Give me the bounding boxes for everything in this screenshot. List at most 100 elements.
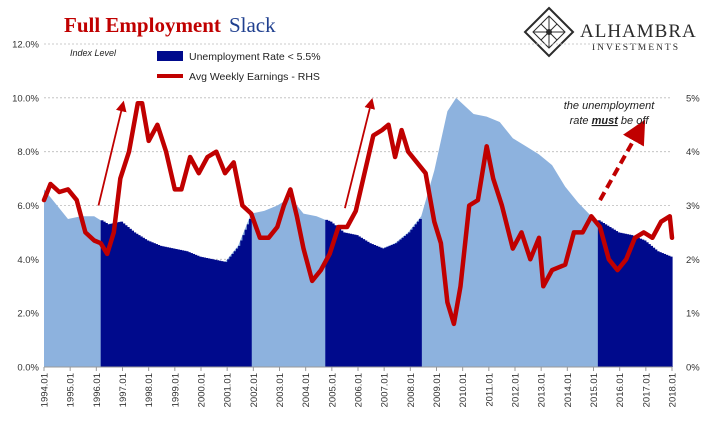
unemployment-bar-below-threshold (397, 241, 401, 367)
y-left-tick-label: 8.0% (17, 147, 39, 158)
unemployment-bar-below-threshold (174, 249, 178, 367)
y-right-tick-label: 4% (686, 147, 700, 158)
dashed-trend-arrow (598, 119, 646, 202)
x-tick-label: 1999.01 (170, 373, 181, 407)
unemployment-bar-below-threshold (224, 262, 228, 367)
unemployment-bar-below-threshold (107, 224, 111, 367)
unemployment-bar-below-threshold (615, 231, 619, 367)
x-tick-label: 2011.01 (484, 373, 495, 407)
earnings-line (41, 100, 675, 327)
x-tick-label: 2014.01 (563, 373, 574, 407)
x-tick-label: 2013.01 (537, 373, 548, 407)
unemployment-bar-below-threshold (619, 232, 623, 367)
unemployment-bar-below-threshold (214, 259, 217, 367)
unemployment-bar-below-threshold (617, 232, 621, 367)
unemployment-bar-below-threshold (231, 253, 235, 367)
y-right-tick-label: 1% (686, 309, 700, 320)
unemployment-bar-below-threshold (179, 249, 182, 367)
x-tick-label: 2006.01 (354, 373, 365, 407)
unemployment-bar-below-threshold (163, 246, 167, 367)
unemployment-bar-below-threshold (610, 228, 614, 367)
unemployment-bar-below-threshold (146, 240, 150, 367)
unemployment-bar-below-threshold (205, 257, 209, 367)
unemployment-bar-below-threshold (233, 251, 237, 367)
trend-arrow (97, 100, 127, 206)
unemployment-bar-below-threshold (353, 234, 357, 367)
unemployment-bar-below-threshold (235, 248, 239, 367)
unemployment-bar-below-threshold (170, 248, 174, 367)
logo-name: ALHAMBRA (580, 21, 697, 42)
unemployment-bar-below-threshold (405, 234, 409, 367)
unemployment-bar-below-threshold (639, 238, 643, 367)
logo-sub: INVESTMENTS (592, 43, 680, 53)
unemployment-bar-below-threshold (192, 253, 196, 367)
x-tick-label: 2003.01 (275, 373, 286, 407)
unemployment-bar-below-threshold (207, 258, 211, 367)
unemployment-bar-below-threshold (364, 240, 368, 367)
unemployment-bar-below-threshold (414, 224, 418, 367)
unemployment-bar-below-threshold (643, 240, 647, 367)
unemployment-bar-below-threshold (142, 237, 145, 367)
y-right-tick-label: 0% (686, 363, 700, 374)
unemployment-bar-below-threshold (412, 227, 416, 367)
unemployment-bar-below-threshold (190, 253, 193, 367)
unemployment-bar-below-threshold (351, 234, 355, 367)
unemployment-bar-below-threshold (137, 235, 141, 367)
unemployment-bar-below-threshold (131, 230, 135, 367)
x-tick-label: 2005.01 (327, 373, 338, 407)
unemployment-bar-below-threshold (645, 242, 649, 367)
unemployment-bar-below-threshold (388, 245, 392, 367)
unemployment-bar-below-threshold (194, 254, 198, 367)
title-red-part: Full Employment (64, 13, 221, 37)
x-tick-label: 1998.01 (144, 373, 155, 407)
unemployment-bar-below-threshold (665, 254, 669, 367)
unemployment-bar-below-threshold (386, 246, 390, 367)
unemployment-bar-below-threshold (187, 252, 191, 367)
unemployment-bar-below-threshold (652, 247, 656, 367)
unemployment-bar-below-threshold (362, 239, 366, 367)
unemployment-bar-below-threshold (654, 249, 658, 367)
unemployment-bar-below-threshold (229, 256, 233, 367)
unemployment-bar-below-threshold (240, 240, 244, 367)
unemployment-bar-below-threshold (408, 232, 411, 367)
unemployment-bar-below-threshold (148, 241, 152, 367)
annotation-line1: the unemployment (564, 100, 655, 112)
unemployment-bar-below-threshold (600, 221, 603, 367)
x-tick-label: 1997.01 (118, 373, 129, 407)
unemployment-bar-below-threshold (334, 225, 337, 367)
x-tick-label: 2007.01 (380, 373, 391, 407)
unemployment-bar-below-threshold (198, 256, 202, 367)
unemployment-bar-below-threshold (355, 235, 359, 367)
unemployment-bar-below-threshold (390, 244, 394, 367)
unemployment-bar-below-threshold (366, 241, 370, 367)
trend-arrows (97, 97, 646, 209)
unemployment-bar-below-threshold (375, 245, 379, 367)
unemployment-bar-below-threshold (218, 260, 222, 367)
axis-note: Index Level (70, 48, 117, 58)
legend-label-unemployment: Unemployment Rate < 5.5% (189, 51, 321, 63)
chart-title: Full Employment Slack (64, 13, 276, 37)
unemployment-bar-below-threshold (368, 243, 372, 367)
unemployment-bar-below-threshold (648, 244, 651, 367)
unemployment-bar-below-threshold (129, 228, 132, 367)
unemployment-bar-below-threshold (150, 242, 154, 367)
unemployment-bar-below-threshold (634, 236, 638, 367)
unemployment-bar-below-threshold (238, 245, 241, 367)
unemployment-bar-below-threshold (133, 232, 137, 367)
unemployment-bar-below-threshold (373, 244, 377, 367)
unemployment-bar-below-threshold (604, 224, 608, 367)
unemployment-bar-below-threshold (122, 223, 126, 367)
unemployment-bar-below-threshold (358, 236, 361, 367)
unemployment-bar-below-threshold (401, 237, 405, 367)
unemployment-bar-below-threshold (159, 245, 163, 367)
unemployment-bar-below-threshold (100, 220, 104, 367)
unemployment-bar-below-threshold (381, 248, 385, 367)
unemployment-bar-below-threshold (242, 235, 246, 367)
unemployment-bar-below-threshold (244, 229, 248, 367)
x-tick-label: 2016.01 (615, 373, 626, 407)
unemployment-bar-below-threshold (181, 250, 185, 367)
unemployment-bar-below-threshold (347, 233, 350, 367)
unemployment-bar-below-threshold (183, 250, 187, 367)
y-right-tick-label: 2% (686, 255, 700, 266)
